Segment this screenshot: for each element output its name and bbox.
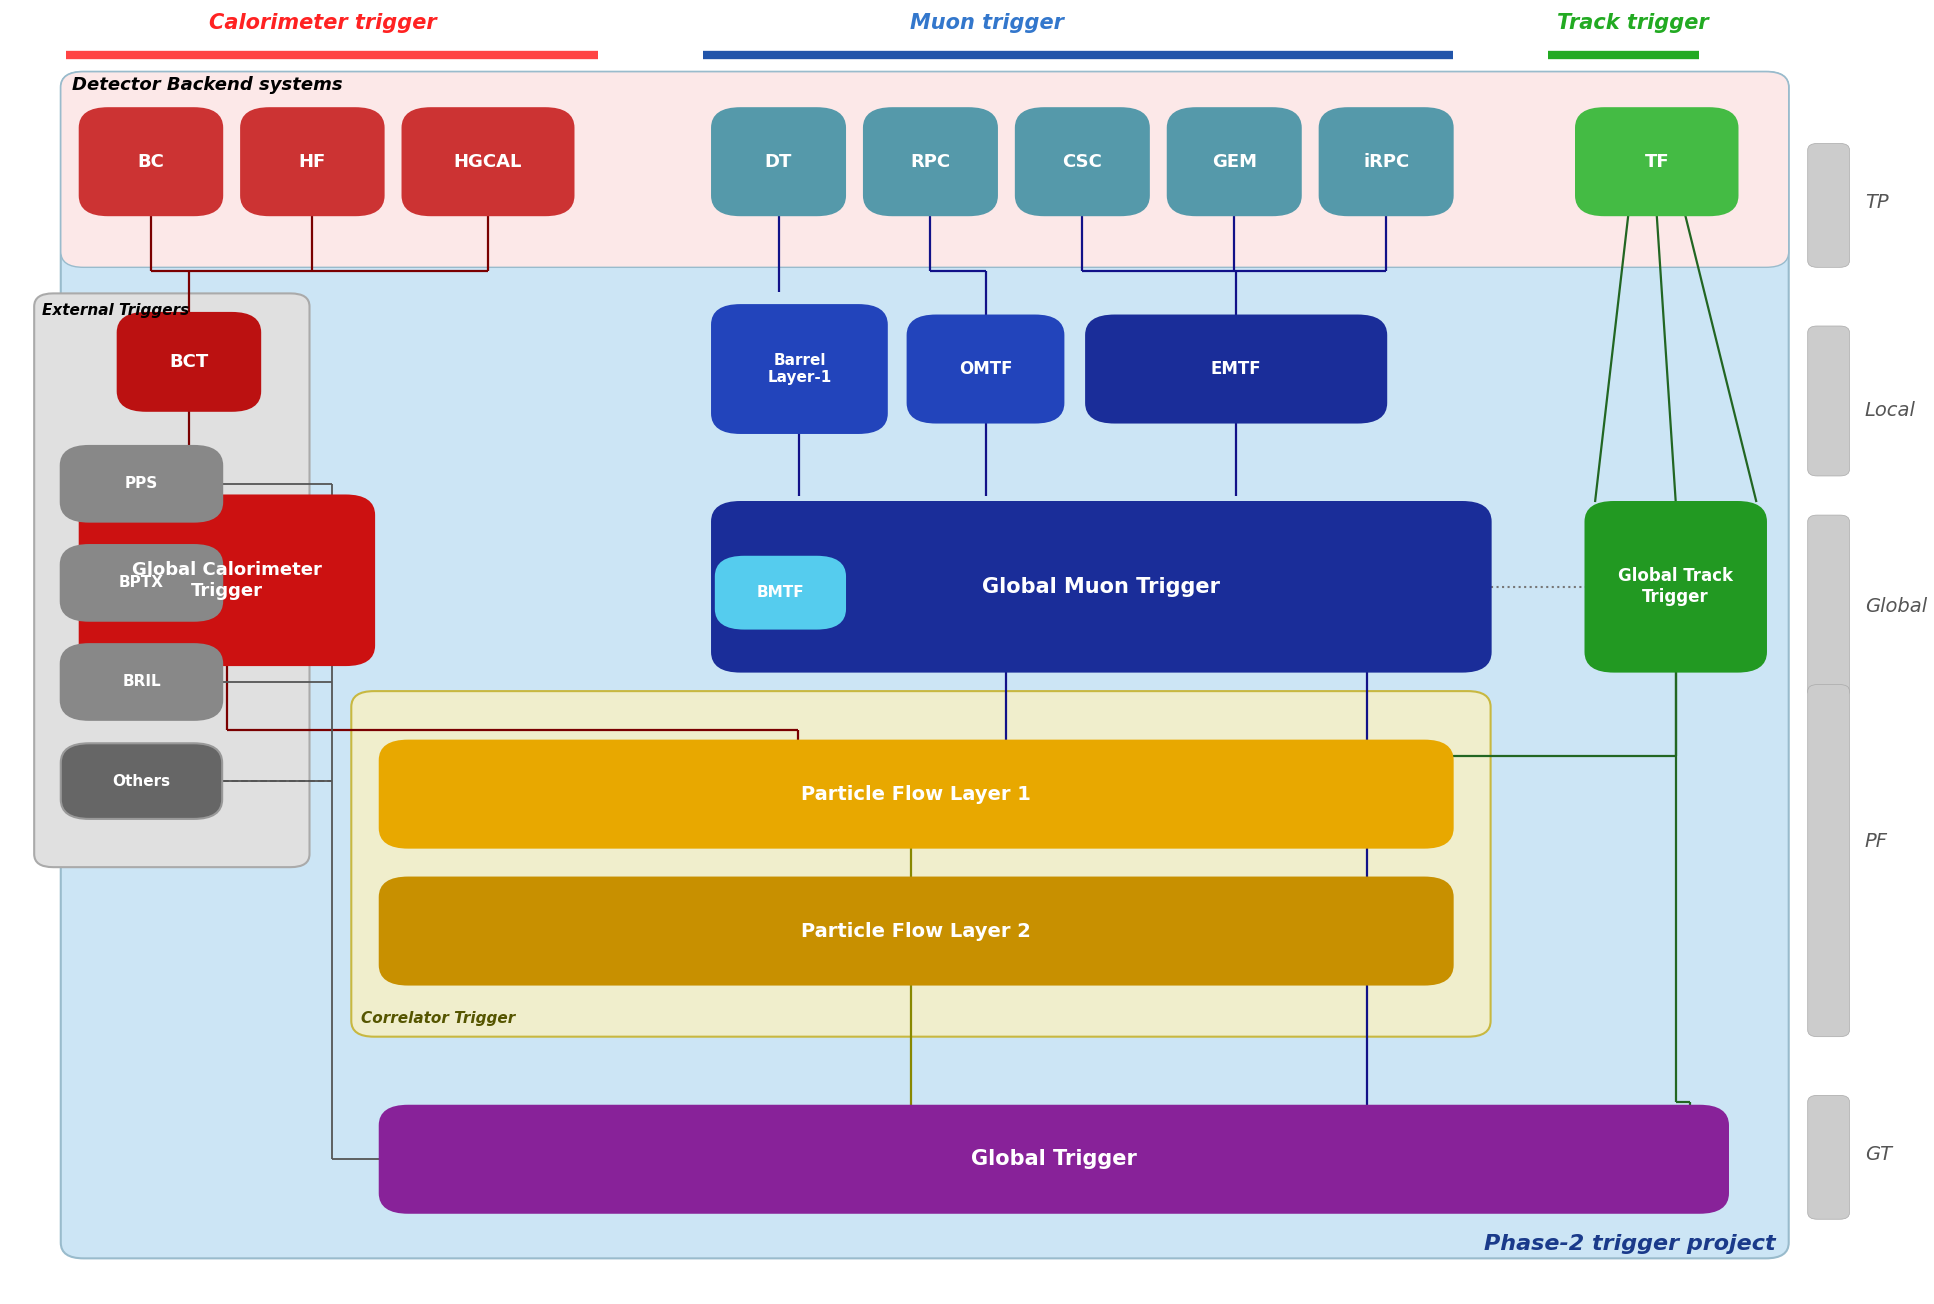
Text: Global Muon Trigger: Global Muon Trigger (982, 576, 1220, 597)
FancyBboxPatch shape (60, 545, 222, 621)
FancyBboxPatch shape (402, 108, 574, 215)
Text: Barrel
Layer-1: Barrel Layer-1 (768, 353, 832, 385)
FancyBboxPatch shape (352, 691, 1491, 1037)
Text: TP: TP (1864, 193, 1888, 211)
FancyBboxPatch shape (1015, 108, 1149, 215)
FancyBboxPatch shape (1808, 326, 1849, 476)
FancyBboxPatch shape (1586, 502, 1766, 672)
Text: DT: DT (764, 153, 793, 171)
Text: Particle Flow Layer 1: Particle Flow Layer 1 (801, 785, 1031, 803)
FancyBboxPatch shape (1808, 685, 1849, 1037)
Text: Global Track
Trigger: Global Track Trigger (1619, 567, 1733, 606)
Text: GEM: GEM (1213, 153, 1257, 171)
Text: Others: Others (112, 773, 170, 789)
Text: Calorimeter trigger: Calorimeter trigger (209, 13, 437, 33)
FancyBboxPatch shape (379, 1106, 1727, 1213)
Text: OMTF: OMTF (959, 360, 1011, 378)
FancyBboxPatch shape (379, 741, 1452, 848)
Text: Global Trigger: Global Trigger (971, 1149, 1137, 1170)
Text: BRIL: BRIL (122, 674, 161, 690)
Text: Track trigger: Track trigger (1557, 13, 1710, 33)
FancyBboxPatch shape (1319, 108, 1452, 215)
FancyBboxPatch shape (35, 293, 309, 867)
Text: Detector Backend systems: Detector Backend systems (72, 76, 342, 94)
FancyBboxPatch shape (1576, 108, 1737, 215)
Text: Phase-2 trigger project: Phase-2 trigger project (1483, 1235, 1775, 1254)
FancyBboxPatch shape (864, 108, 996, 215)
Text: TF: TF (1644, 153, 1669, 171)
FancyBboxPatch shape (60, 72, 1789, 1258)
FancyBboxPatch shape (79, 108, 222, 215)
FancyBboxPatch shape (60, 446, 222, 522)
FancyBboxPatch shape (1087, 316, 1387, 422)
FancyBboxPatch shape (60, 72, 1789, 267)
Text: Global: Global (1864, 597, 1926, 615)
FancyBboxPatch shape (242, 108, 383, 215)
Text: BPTX: BPTX (120, 575, 164, 591)
FancyBboxPatch shape (712, 502, 1491, 672)
FancyBboxPatch shape (1808, 515, 1849, 698)
FancyBboxPatch shape (118, 313, 261, 411)
Text: Global Calorimeter
Trigger: Global Calorimeter Trigger (132, 561, 321, 600)
FancyBboxPatch shape (60, 743, 222, 819)
Text: Particle Flow Layer 2: Particle Flow Layer 2 (801, 922, 1031, 940)
FancyBboxPatch shape (1168, 108, 1302, 215)
Text: HF: HF (298, 153, 327, 171)
Text: BC: BC (137, 153, 164, 171)
Text: PPS: PPS (126, 476, 159, 492)
Text: HGCAL: HGCAL (454, 153, 522, 171)
Text: External Triggers: External Triggers (43, 303, 190, 318)
Text: BMTF: BMTF (756, 585, 805, 600)
Text: GT: GT (1864, 1145, 1891, 1163)
Text: PF: PF (1864, 832, 1888, 850)
Text: RPC: RPC (911, 153, 950, 171)
Text: EMTF: EMTF (1211, 360, 1261, 378)
FancyBboxPatch shape (1808, 1095, 1849, 1219)
Text: iRPC: iRPC (1363, 153, 1410, 171)
FancyBboxPatch shape (79, 496, 373, 665)
Text: BCT: BCT (170, 353, 209, 370)
Text: Local: Local (1864, 402, 1915, 420)
Text: Muon trigger: Muon trigger (911, 13, 1064, 33)
FancyBboxPatch shape (712, 305, 888, 433)
FancyBboxPatch shape (379, 878, 1452, 985)
FancyBboxPatch shape (1808, 143, 1849, 267)
Text: CSC: CSC (1062, 153, 1102, 171)
FancyBboxPatch shape (907, 316, 1064, 422)
FancyBboxPatch shape (712, 108, 845, 215)
Text: Correlator Trigger: Correlator Trigger (362, 1011, 514, 1026)
FancyBboxPatch shape (60, 644, 222, 720)
FancyBboxPatch shape (716, 557, 845, 629)
